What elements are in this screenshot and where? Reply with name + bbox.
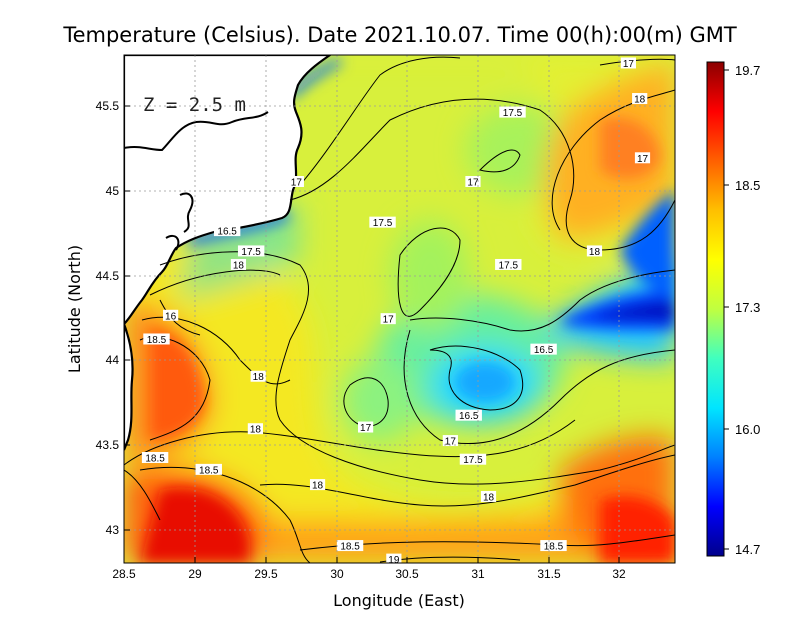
colorbar-tick-label: 16.0 (735, 422, 760, 437)
contour-label: 19 (388, 555, 400, 566)
contour-label-bg (143, 333, 170, 345)
x-axis-ticks (123, 557, 620, 563)
contour-label-bg (357, 421, 374, 433)
contour-label-bg (230, 258, 247, 270)
contour-label-bg (442, 435, 458, 447)
contour-label: 17 (383, 315, 395, 326)
y-tick-label: 44.5 (96, 269, 120, 283)
colorbar-tick-label: 17.3 (735, 300, 760, 315)
contour-label-bg (620, 57, 636, 69)
contour-label-bg (163, 309, 179, 321)
contour-label: 17.5 (503, 108, 523, 119)
contour-label-bg (247, 423, 263, 435)
x-tick-label: 30.5 (395, 567, 419, 581)
y-axis-ticks (124, 105, 130, 531)
contour-label-bg (309, 479, 326, 491)
contour-label: 17.5 (463, 455, 483, 466)
contour-label-bg (369, 216, 396, 228)
x-tick-label: 32 (612, 567, 626, 581)
contour-label: 18.5 (145, 454, 165, 465)
y-tick-label: 43 (106, 523, 120, 537)
contour-label: 16 (165, 311, 177, 322)
x-tick-label: 30 (330, 567, 344, 581)
contour-label-bg (499, 106, 526, 118)
contour-label-bg (632, 93, 648, 105)
colorbar: 19.7 18.5 17.3 16.0 14.7 (706, 61, 760, 557)
contour-label: 18.5 (147, 335, 167, 346)
contour-label-bg (380, 313, 396, 325)
grid-lines (124, 55, 675, 563)
contour-label-bg (634, 152, 651, 164)
contour-label: 17 (637, 154, 649, 165)
contour-label: 18 (483, 492, 495, 503)
contour-label: 17 (445, 437, 457, 448)
contour-label-bg (386, 553, 402, 565)
y-tick-label: 44 (106, 353, 120, 367)
contour-label: 17.5 (241, 247, 261, 258)
y-tick-label: 43.5 (96, 438, 120, 452)
contour-label: 18.5 (199, 465, 219, 476)
contour-label: 18 (589, 247, 601, 258)
y-tick-labels: 43 43.5 44 44.5 45 45.5 (96, 99, 120, 537)
y-axis-label: Latitude (North) (65, 245, 84, 373)
contour-label: 18 (312, 481, 324, 492)
contour-label: 18.5 (544, 542, 564, 553)
contour-label: 17 (467, 178, 479, 189)
x-axis-label: Longitude (East) (333, 591, 465, 610)
contour-label: 18 (634, 95, 646, 106)
land-north (124, 55, 332, 326)
contour-label: 17.5 (499, 260, 519, 271)
contour-label-bg (195, 463, 222, 475)
contour-label: 17 (360, 423, 372, 434)
contour-label-bg (141, 452, 169, 464)
plot-frame (123, 54, 676, 564)
contour-label-bg (480, 490, 497, 502)
colorbar-tick-label: 18.5 (735, 178, 760, 193)
contour-label: 18.5 (340, 542, 360, 553)
x-tick-label: 28.5 (112, 567, 136, 581)
contour-label: 17 (291, 178, 303, 189)
danube-delta-lines (124, 111, 269, 251)
x-tick-label: 29.5 (254, 567, 278, 581)
coastline (124, 55, 332, 451)
x-tick-labels: 28.5 29 29.5 30 30.5 31 31.5 32 (112, 567, 626, 581)
contour-label-bg (465, 176, 481, 187)
contour-label: 17 (623, 59, 635, 70)
land-west (124, 323, 134, 451)
contour-labels: 17 18 17.5 17 17 17 16.5 17.5 17.5 18 18 17.5 16 17 18… (141, 57, 651, 566)
contour-label-bg (495, 258, 522, 270)
contour-label-bg (530, 343, 557, 355)
y-tick-label: 45 (106, 184, 120, 198)
contour-label: 17.5 (373, 218, 393, 229)
contour-label-bg (459, 453, 487, 465)
contour-label-bg (336, 540, 364, 552)
colorbar-tick-label: 14.7 (735, 542, 760, 557)
contour-label-bg (540, 540, 567, 552)
x-tick-label: 29 (188, 567, 202, 581)
contour-label-bg (250, 370, 266, 382)
colorbar-tick-label: 19.7 (735, 63, 760, 78)
contour-label-bg (586, 245, 603, 257)
contour-label: 16.5 (534, 345, 554, 356)
contour-label: 16.5 (459, 411, 479, 422)
colorbar-gradient (706, 61, 725, 557)
contour-label-bg (237, 245, 265, 257)
contour-label-bg (213, 225, 241, 237)
contour-label: 18 (233, 260, 245, 271)
contour-label-bg (455, 409, 482, 421)
x-tick-label: 31.5 (537, 567, 561, 581)
depth-label: Z = 2.5 m (143, 94, 246, 116)
x-tick-label: 31 (471, 567, 485, 581)
contour-label-bg (288, 176, 304, 187)
y-tick-label: 45.5 (96, 99, 120, 113)
contour-label: 18 (253, 372, 265, 383)
contour-label: 18 (250, 425, 262, 436)
map-title: Temperature (Celsius). Date 2021.10.07. … (62, 23, 737, 47)
contour-label: 16.5 (217, 227, 237, 238)
